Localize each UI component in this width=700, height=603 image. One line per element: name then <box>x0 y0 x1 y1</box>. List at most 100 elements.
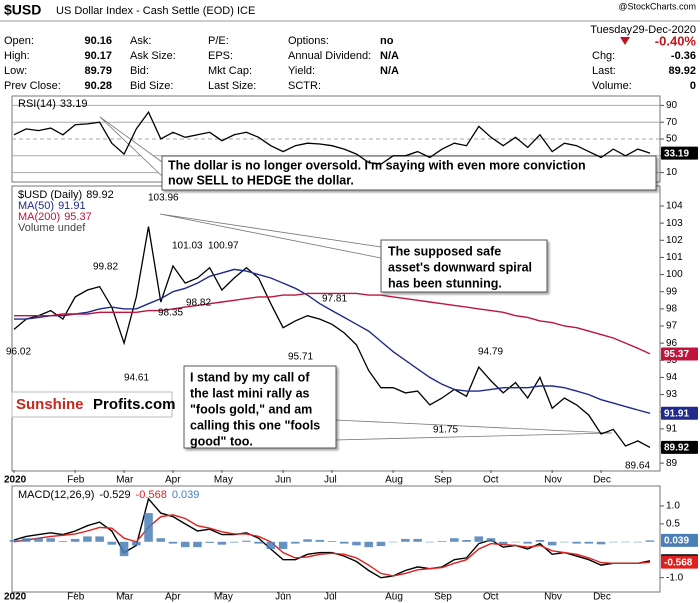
histogram-bar <box>474 536 484 542</box>
field-label: Ask: <box>130 35 151 47</box>
series-line <box>14 268 651 414</box>
field-label: P/E: <box>208 35 229 47</box>
histogram-bar <box>315 540 325 542</box>
field-label: High: <box>4 50 30 62</box>
callout-text: has been stunning. <box>388 276 502 290</box>
histogram-bar <box>254 541 263 544</box>
value-tag <box>661 406 698 420</box>
field-value: 90.16 <box>84 35 112 47</box>
histogram-bar <box>144 513 153 542</box>
histogram-bar <box>168 541 178 544</box>
price-label: 103.96 <box>148 193 179 204</box>
x-tick-label: Dec <box>593 592 611 603</box>
price-label: 89.64 <box>625 461 650 472</box>
histogram-bar <box>205 541 214 543</box>
field-label: Bid: <box>130 65 149 77</box>
value-tag-label: 89.92 <box>664 443 689 454</box>
price-label: 95.71 <box>288 352 313 363</box>
histogram-bar <box>229 541 239 543</box>
histogram-bar <box>119 541 129 557</box>
histogram-bar <box>242 540 251 542</box>
histogram-bar <box>107 541 117 545</box>
day: Tuesday <box>590 24 632 36</box>
field-label: Yield: <box>288 65 315 77</box>
histogram-bar <box>95 536 104 542</box>
series-line <box>13 514 651 577</box>
value-tag-label: 95.37 <box>664 349 689 360</box>
x-tick-label: Nov <box>544 475 562 486</box>
price-label: 94.79 <box>478 347 503 358</box>
legend-name: $USD (Daily) <box>18 189 82 201</box>
legend-value: 91.91 <box>58 200 86 212</box>
x-tick-label: Feb <box>67 592 85 603</box>
histogram-bar <box>572 541 581 544</box>
macd-panel <box>11 485 661 593</box>
x-tick-label: Nov <box>544 592 562 603</box>
field-label: Mkt Cap: <box>208 65 252 77</box>
field-value: 0 <box>690 80 696 92</box>
x-tick-label: Sep <box>434 592 452 603</box>
histogram-bar <box>498 541 508 545</box>
y-tick-label: 104 <box>666 201 683 212</box>
histogram-bar <box>376 541 386 547</box>
field-label: Last: <box>592 65 616 77</box>
histogram-bar <box>132 541 141 546</box>
callout-box <box>380 239 548 293</box>
x-tick-label: Oct <box>483 475 499 486</box>
callout-text: calling this one "fools <box>190 418 320 432</box>
y-tick-label: 99 <box>666 286 678 297</box>
date: 29-Dec-2020 <box>632 24 696 36</box>
histogram-bar <box>401 538 410 542</box>
price-label: 96.02 <box>6 347 31 358</box>
histogram-bar <box>609 541 618 543</box>
legend-name: MA(200) <box>18 211 60 223</box>
legend-value: -0.529 <box>99 489 130 501</box>
value-tag <box>661 146 698 160</box>
legend-title: MACD(12,26,9) <box>18 489 94 501</box>
y-tick-label: 91 <box>666 423 678 434</box>
logo-box <box>11 391 173 418</box>
histogram-bar <box>46 538 55 542</box>
x-tick-label: Jun <box>275 592 291 603</box>
series-line <box>14 292 651 355</box>
histogram-bar <box>584 541 594 544</box>
y-tick-label: 70 <box>666 117 678 128</box>
legend-name: RSI(14) <box>18 98 56 110</box>
price-label: 99.82 <box>93 262 118 273</box>
y-tick-label: 103 <box>666 218 683 229</box>
histogram-bar <box>645 540 655 542</box>
y-tick-label: 98 <box>666 303 678 314</box>
x-tick-label: Aug <box>385 592 403 603</box>
field-label: Ask Size: <box>130 50 176 62</box>
legend-value: 0.039 <box>172 489 200 501</box>
histogram-bar <box>339 541 349 544</box>
histogram-bar <box>535 540 545 542</box>
histogram-bar <box>523 541 532 544</box>
callout-text: the last mini rally as <box>190 386 310 400</box>
value-tag <box>661 347 698 361</box>
price-label: 94.61 <box>124 373 149 384</box>
x-tick-label: Aug <box>385 475 403 486</box>
histogram-bar <box>217 541 227 545</box>
histogram-bar <box>486 538 496 542</box>
y-tick-label: 89 <box>666 458 678 469</box>
histogram-bar <box>327 541 337 542</box>
legend-value: 33.19 <box>60 98 88 110</box>
histogram-bar <box>437 541 447 542</box>
series-line <box>13 110 651 165</box>
x-tick-label: Mar <box>116 592 134 603</box>
histogram-bar <box>352 541 361 546</box>
field-label: Volume: <box>592 80 632 92</box>
x-tick-label: May <box>214 592 233 603</box>
histogram-bar <box>633 541 643 543</box>
x-tick-label: Feb <box>67 475 85 486</box>
instrument-name: US Dollar Index - Cash Settle (EOD) ICE <box>56 5 255 17</box>
legend-value: 89.92 <box>86 189 114 201</box>
callout-text: The dollar is no longer oversold. I'm sa… <box>168 158 586 172</box>
field-value: N/A <box>380 50 399 62</box>
field-label: Chg: <box>592 50 615 62</box>
y-tick-label: 96 <box>666 338 678 349</box>
legend-entry: MA(200) 95.37 <box>18 211 92 223</box>
y-tick-label: 97 <box>666 321 678 332</box>
